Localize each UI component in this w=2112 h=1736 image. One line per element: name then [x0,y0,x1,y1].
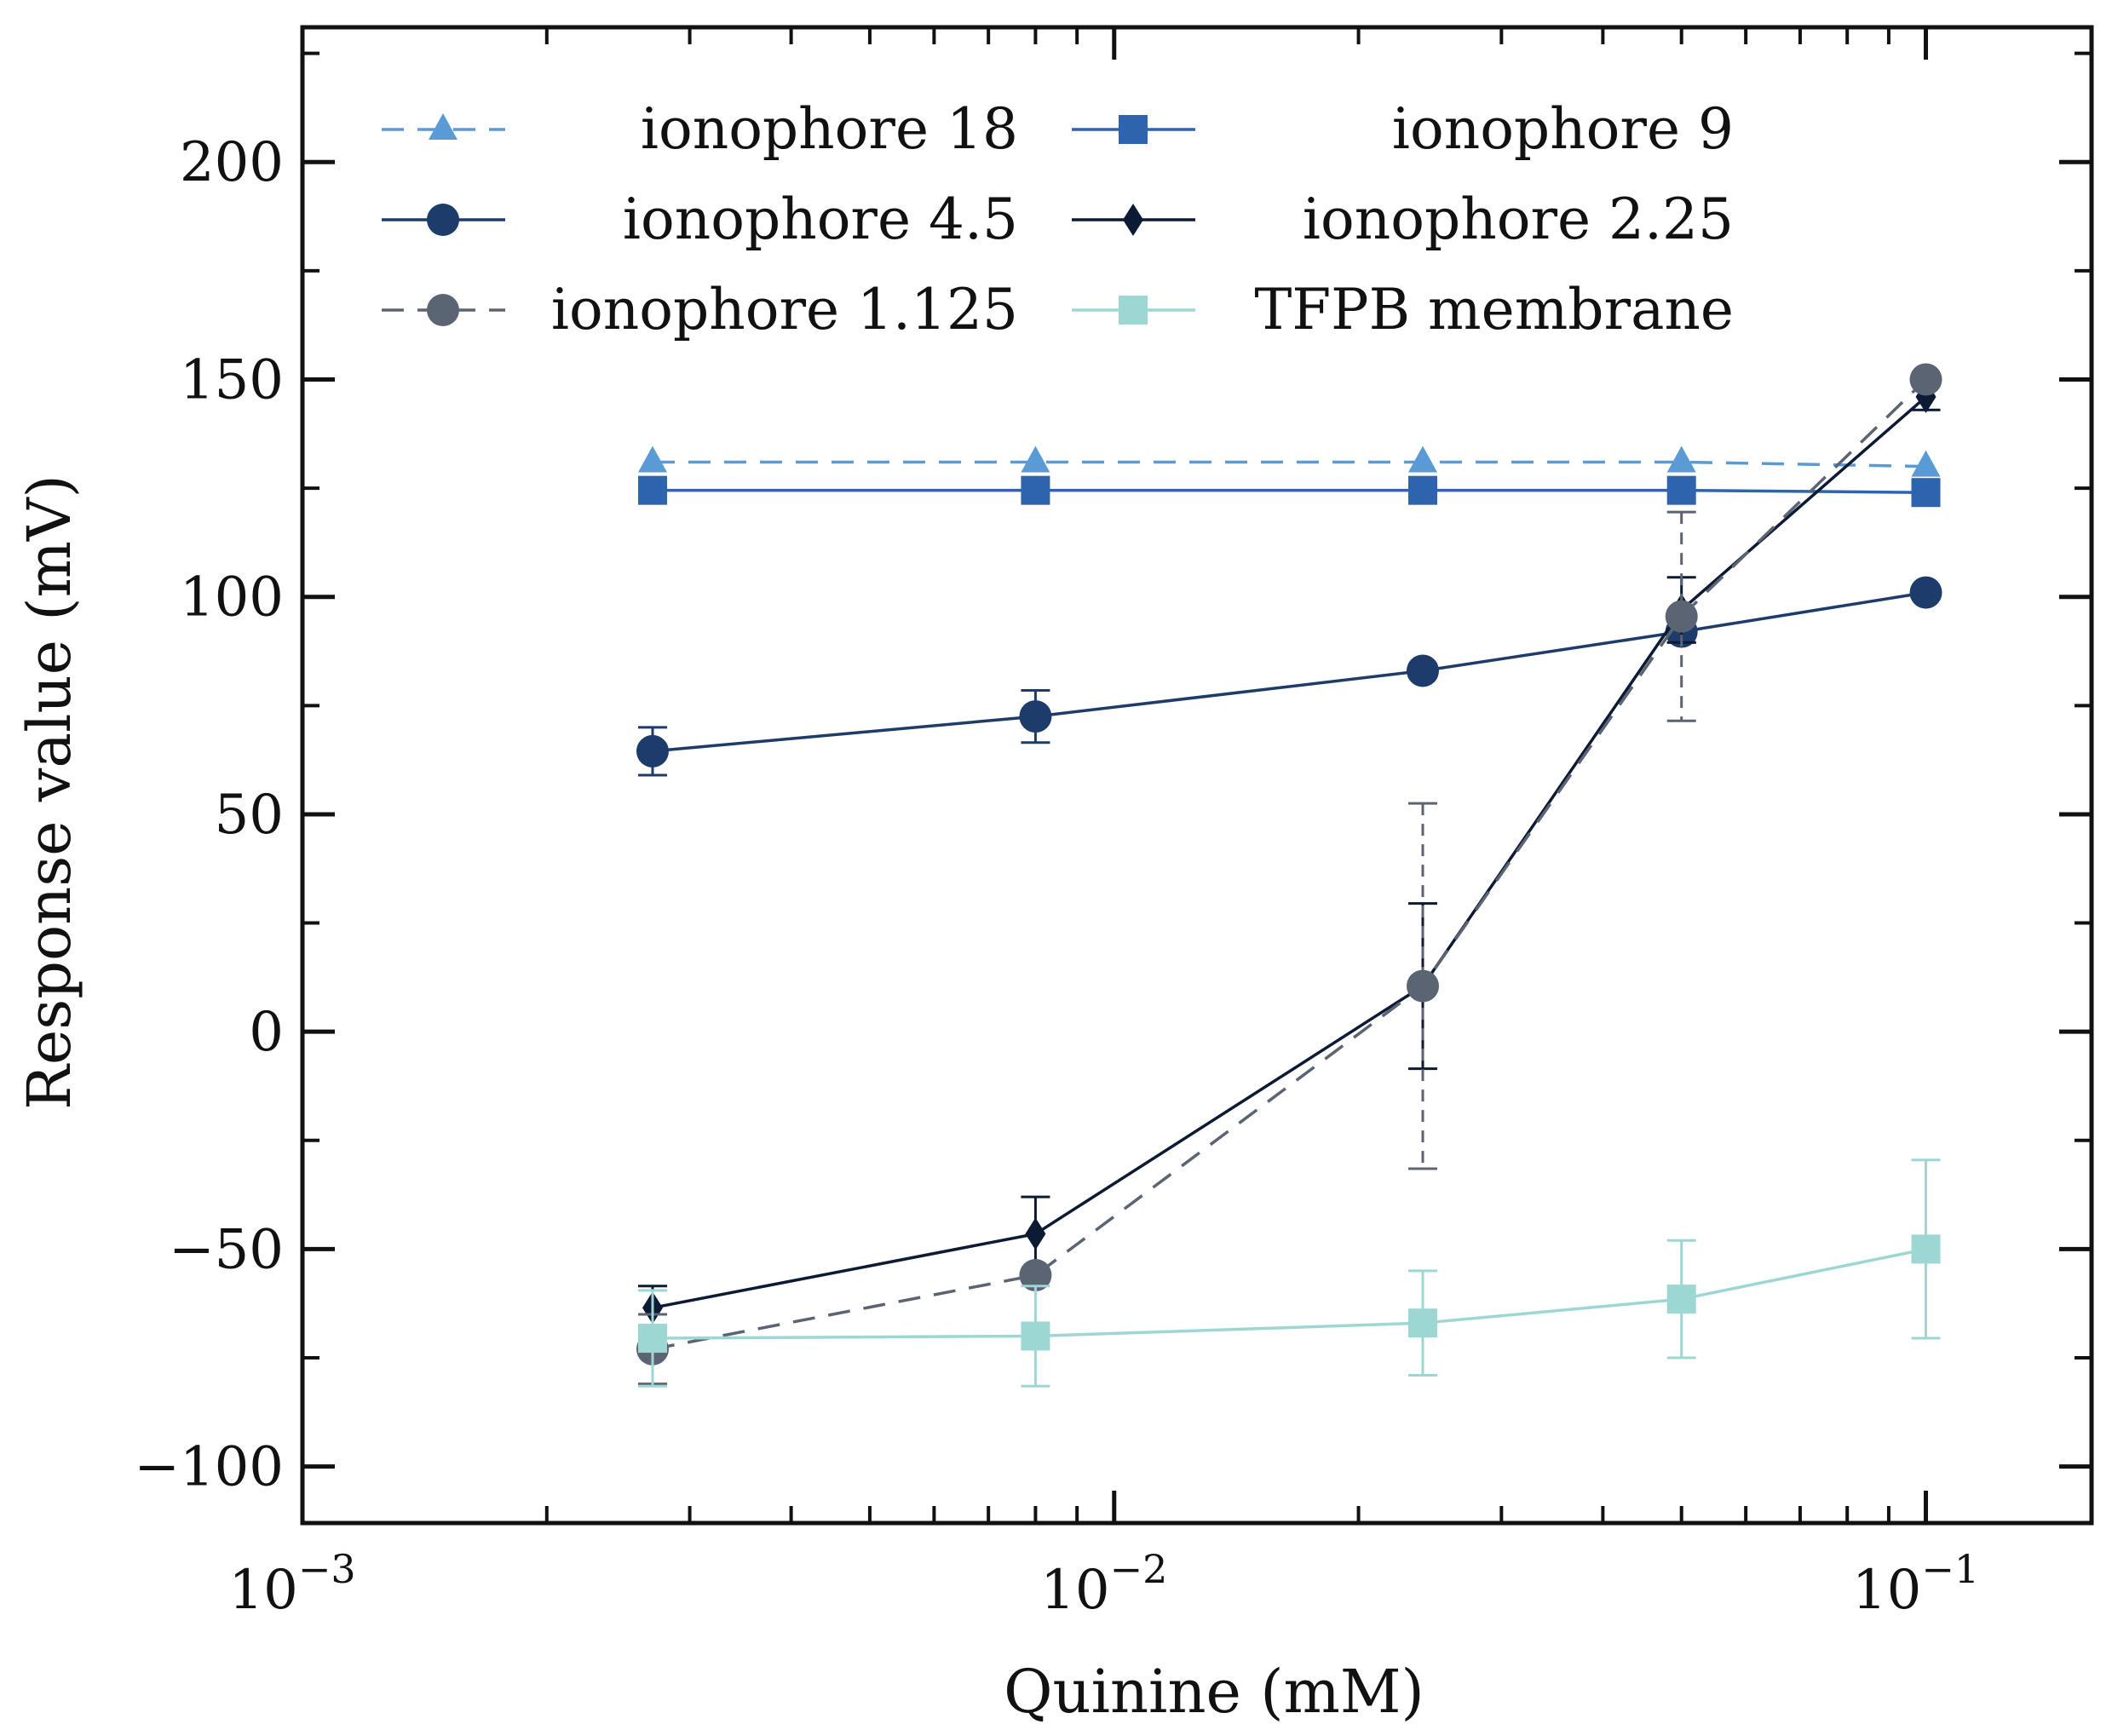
legend-entry: ionophore 9 [1072,96,1734,162]
data-point [1407,654,1440,687]
x-tick-base: 10 [1040,1559,1109,1622]
data-point [1021,475,1050,505]
data-point [1911,1234,1941,1264]
data-point [1408,475,1438,505]
data-point [1911,450,1941,477]
data-point [637,1324,667,1354]
legend-marker [1123,204,1143,236]
y-tick-label: 150 [180,348,284,411]
plot-frame [300,25,2094,1526]
legend-entry: TFPB membrane [1072,277,1734,342]
data-point [1666,1285,1696,1314]
y-tick-label: −100 [134,1436,284,1499]
x-axis-label: Quinine (mM) [1004,1657,1424,1727]
series-tfpb-membrane [637,1158,1941,1388]
legend-marker [1119,115,1148,144]
data-point [636,734,669,767]
data-point [1909,363,1942,396]
legend-marker [1119,296,1148,325]
data-point [1909,576,1942,609]
legend-marker [427,294,459,326]
legend-entry: ionophore 18 [382,96,1018,162]
x-tick-exponent: −3 [298,1546,356,1592]
series-line [652,460,1926,468]
legend-label: ionophore 9 [1392,96,1734,162]
series-line [652,488,1926,494]
data-point [637,445,667,473]
data-point [1665,600,1698,633]
data-point [1911,478,1941,508]
y-tick-label: −50 [169,1218,284,1281]
data-point [1408,445,1438,473]
x-tick-label: 10−2 [1040,1546,1167,1622]
series-line [652,395,1927,1310]
data-point [1025,1217,1046,1250]
legend-label: ionophore 1.125 [551,277,1018,342]
data-point [1407,969,1440,1003]
series-ionophore-1-125 [636,363,1942,1386]
legend-entry: ionophore 2.25 [1072,187,1734,252]
series-line [652,378,1927,1351]
x-tick-exponent: −1 [1921,1546,1979,1592]
data-point [1021,445,1050,473]
series-line [652,590,1926,753]
y-tick-label: 50 [215,784,284,847]
series-ionophore-18 [637,445,1941,477]
data-point [637,475,667,505]
data-point [1666,475,1696,505]
legend-label: ionophore 18 [641,96,1018,162]
data-point [1408,1308,1438,1338]
series-line [652,1247,1926,1340]
y-tick-label: 200 [180,131,284,194]
legend-marker [429,113,458,140]
legend-entry: ionophore 1.125 [382,277,1018,342]
data-point [1666,445,1696,473]
x-tick-base: 10 [228,1559,297,1622]
x-tick-exponent: −2 [1110,1546,1168,1592]
y-tick-label: 0 [249,1001,284,1064]
x-tick-label: 10−3 [228,1546,355,1622]
data-point [1019,1259,1052,1292]
series-ionophore-9 [637,475,1941,508]
legend-entry: ionophore 4.5 [382,187,1018,252]
series-ionophore-2-25 [637,380,1941,1331]
legend-label: ionophore 2.25 [1303,187,1734,252]
y-axis-label: Response value (mV) [14,474,84,1110]
series-ionophore-4-5 [636,576,1942,777]
legend-label: ionophore 4.5 [623,187,1018,252]
y-tick-label: 100 [180,566,284,629]
x-tick-label: 10−1 [1852,1546,1979,1622]
legend-label: TFPB membrane [1254,277,1734,342]
x-tick-base: 10 [1852,1559,1921,1622]
data-point [1019,700,1052,733]
legend-marker [427,204,459,236]
data-point [1021,1321,1050,1351]
